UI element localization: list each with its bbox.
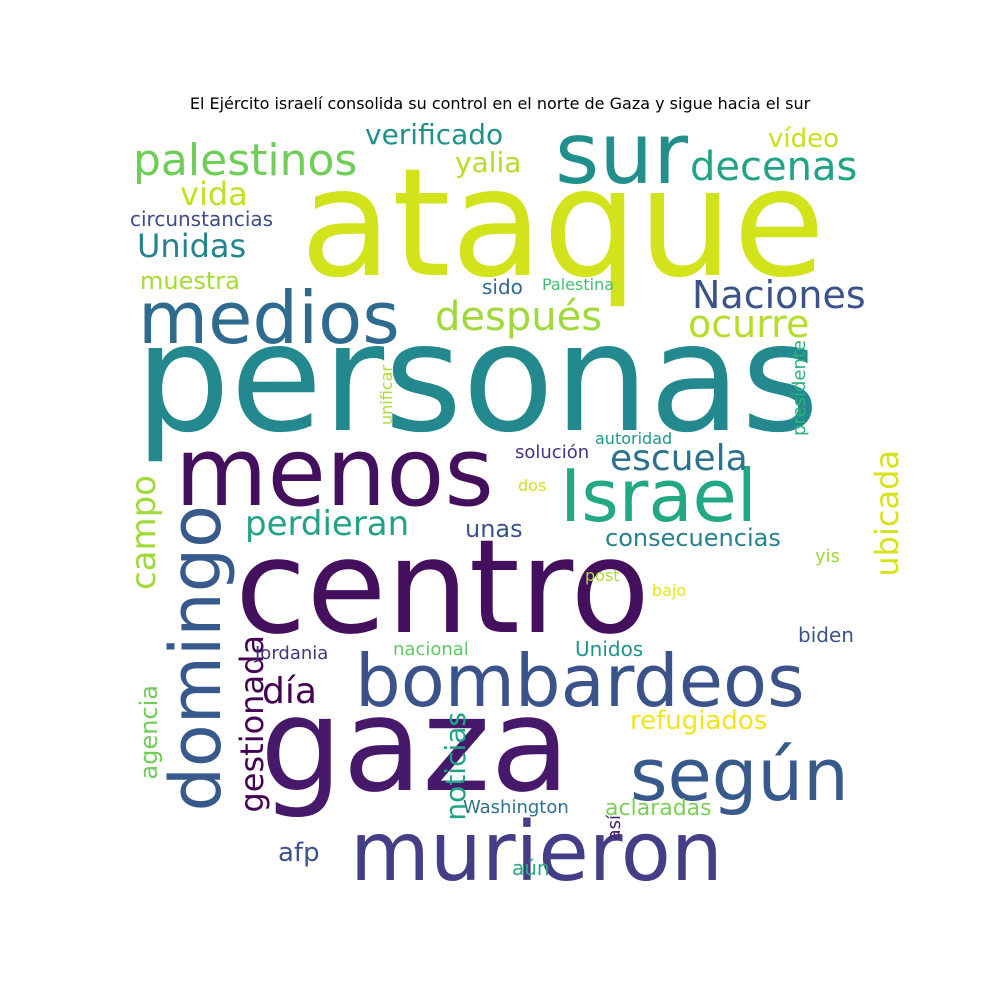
cloud-word-sur: sur	[555, 105, 688, 204]
cloud-word-muestra: muestra	[140, 267, 240, 295]
cloud-word-gaza: gaza	[260, 669, 570, 821]
cloud-word-vídeo: vídeo	[768, 124, 839, 154]
cloud-word-bombardeos: bombardeos	[355, 639, 805, 723]
cloud-word-decenas: decenas	[690, 144, 857, 190]
cloud-word-verificado: verificado	[365, 118, 503, 151]
cloud-word-afp: afp	[278, 838, 320, 868]
cloud-word-nacional: nacional	[393, 639, 469, 660]
cloud-word-refugiados: refugiados	[630, 706, 767, 736]
cloud-word-biden: biden	[798, 623, 854, 647]
cloud-word-consecuencias: consecuencias	[605, 524, 781, 552]
cloud-word-aún: aún	[512, 856, 550, 880]
cloud-word-washington: Washington	[463, 797, 569, 818]
cloud-word-palestina: Palestina	[542, 275, 614, 294]
cloud-word-gestionada: gestionada	[233, 635, 271, 813]
cloud-word-noticias: noticias	[439, 712, 472, 821]
cloud-word-aclaradas: aclaradas	[605, 796, 712, 821]
cloud-word-naciones: Naciones	[692, 273, 866, 317]
cloud-word-centro: centro	[235, 511, 650, 663]
cloud-word-unas: unas	[465, 515, 523, 543]
cloud-word-así: así	[604, 814, 625, 840]
cloud-word-ubicada: ubicada	[868, 450, 906, 577]
cloud-word-post: post	[585, 566, 620, 585]
cloud-word-escuela: escuela	[610, 438, 748, 479]
cloud-word-día: día	[262, 671, 317, 712]
cloud-word-medios: medios	[138, 276, 400, 360]
cloud-word-sido: sido	[482, 275, 523, 299]
cloud-word-personas: personas	[135, 292, 819, 466]
cloud-word-unidas: Unidas	[137, 227, 246, 265]
cloud-word-presidente: presidente	[789, 340, 810, 436]
cloud-word-jordania: Jordania	[254, 643, 328, 664]
cloud-word-circunstancias: circunstancias	[130, 207, 273, 231]
cloud-word-dos: dos	[518, 476, 546, 495]
cloud-word-autoridad: autoridad	[595, 429, 672, 448]
cloud-word-palestinos: palestinos	[133, 135, 357, 186]
cloud-word-ataque: ataque	[300, 137, 825, 311]
chart-title: El Ejército israelí consolida su control…	[189, 94, 811, 113]
cloud-word-unidos: Unidos	[575, 637, 643, 661]
cloud-word-yis: yis	[815, 546, 840, 567]
cloud-word-después: después	[435, 294, 602, 340]
cloud-word-según: según	[630, 733, 849, 817]
cloud-word-yalia: yalia	[455, 146, 521, 179]
cloud-word-solución: solución	[515, 442, 589, 463]
cloud-word-campo: campo	[124, 475, 164, 590]
cloud-word-domingo: domingo	[155, 505, 237, 812]
cloud-word-menos: menos	[175, 418, 494, 528]
cloud-word-ocurre: ocurre	[688, 302, 809, 346]
cloud-word-perdieran: perdieran	[245, 504, 409, 544]
cloud-word-agencia: agencia	[135, 685, 163, 780]
cloud-word-unificar: unificar	[377, 365, 396, 425]
cloud-word-bajo: bajo	[652, 581, 686, 600]
cloud-word-vida: vida	[180, 175, 248, 213]
cloud-word-murieron: murieron	[350, 805, 723, 900]
cloud-word-israel: Israel	[560, 454, 757, 538]
